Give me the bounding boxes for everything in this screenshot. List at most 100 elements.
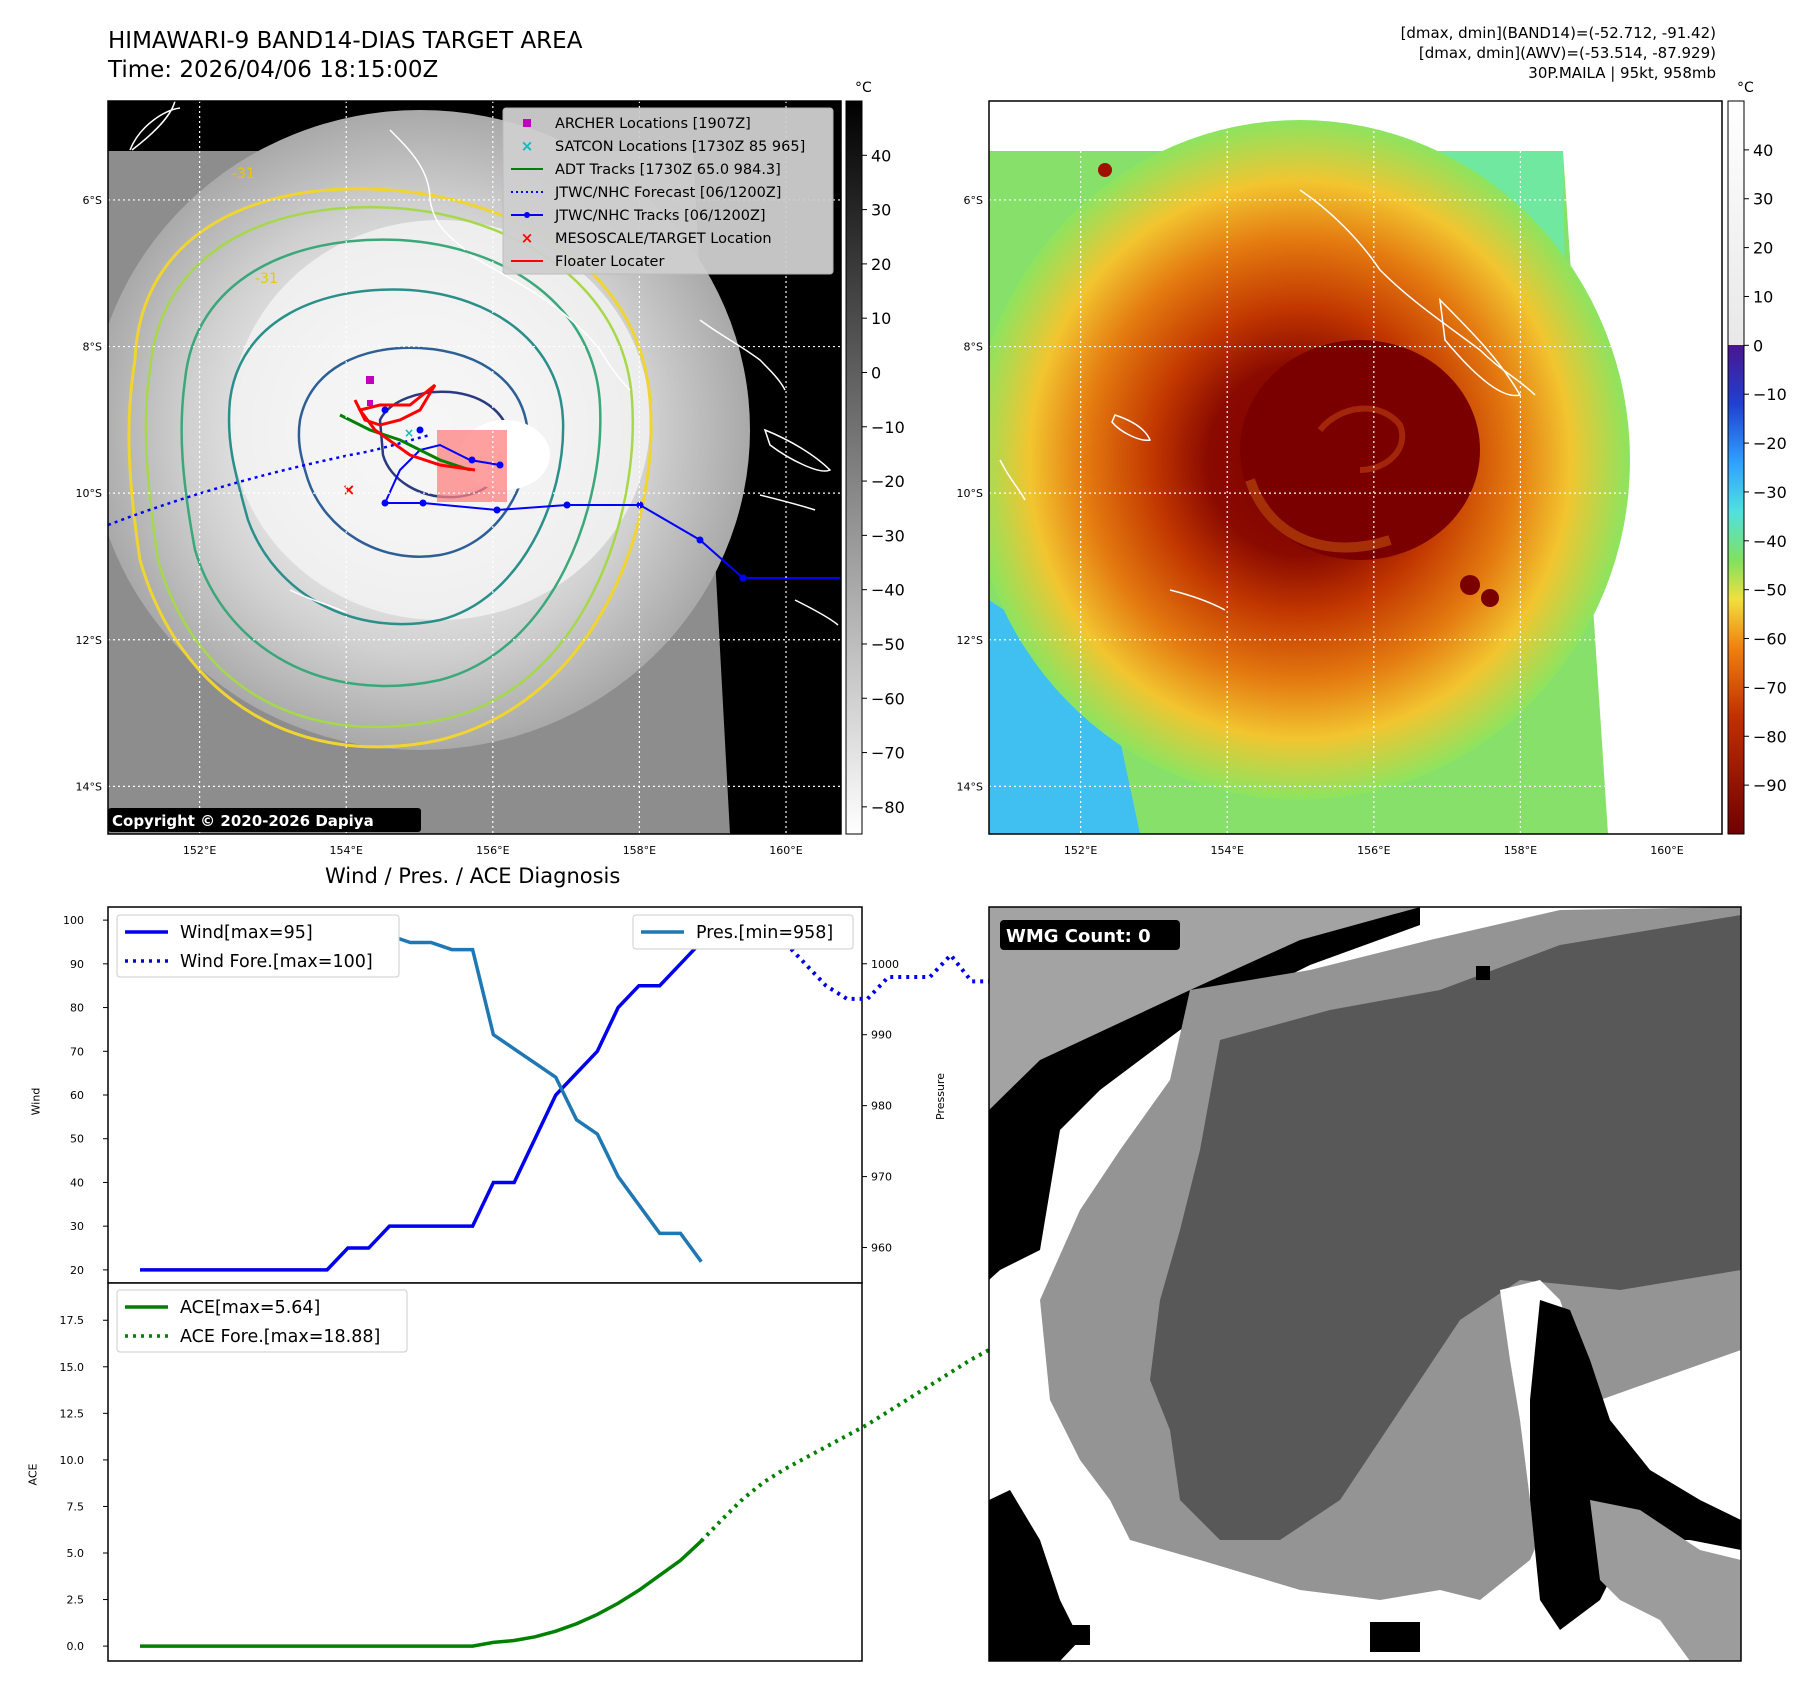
- colorbar-tick-label: 0: [1753, 336, 1763, 355]
- legend-label: JTWC/NHC Tracks [06/1200Z]: [554, 208, 766, 224]
- colorbar-tick-label: 0: [871, 363, 881, 382]
- pressure-legend-label: Pres.[min=958]: [696, 923, 833, 943]
- band14-map-frame: [107, 100, 842, 835]
- colorbar-tick-label: −50: [1753, 581, 1787, 600]
- svg-text:×: ×: [404, 426, 414, 440]
- ace-ytick-label: 17.5: [60, 1314, 85, 1327]
- lat-tick-label: 6°S: [964, 194, 983, 207]
- info-line2: [dmax, dmin](AWV)=(-53.514, -87.929): [1418, 44, 1716, 62]
- series-line-0: [140, 940, 703, 1272]
- colorbar-tick-label: −20: [1753, 434, 1787, 453]
- lon-tick-label: 156°E: [476, 844, 509, 857]
- legend-label: ADT Tracks [1730Z 65.0 984.3]: [555, 162, 781, 178]
- colorbar-tick-label: 10: [871, 309, 891, 328]
- colorbar-tick-label: −50: [871, 635, 905, 654]
- colorbar-tick-label: −20: [871, 472, 905, 491]
- lat-tick-label: 12°S: [76, 634, 102, 647]
- colorbar-tick-label: −70: [871, 744, 905, 763]
- pressure-ytick-label: 960: [871, 1242, 892, 1255]
- lon-tick-label: 152°E: [1064, 844, 1097, 857]
- ace-legend-label: ACE[max=5.64]: [180, 1298, 320, 1318]
- band14-colorbar-unit: °C: [855, 80, 872, 96]
- ace-ytick-label: 7.5: [67, 1500, 85, 1513]
- awv-colorbar-unit: °C: [1737, 80, 1754, 96]
- colorbar-tick-label: 20: [871, 255, 891, 274]
- colorbar-tick-label: −80: [1753, 727, 1787, 746]
- colorbar-tick-label: −40: [871, 581, 905, 600]
- awv-colorbar-lower: [1728, 345, 1744, 834]
- wmg-panel: [989, 907, 1741, 1661]
- ace-ytick-label: 0.0: [67, 1640, 85, 1653]
- pressure-ytick-label: 990: [871, 1029, 892, 1042]
- awv-colorbar-ticks: 40 30 20 10 0 −10 −20 −30 −40 −50 −60 −70 −80 −90: [1744, 141, 1787, 795]
- wmg-count-badge: [1000, 920, 1180, 950]
- lon-tick-label: 160°E: [769, 844, 802, 857]
- awv-colorbar-frame: [1727, 100, 1745, 835]
- wind-ytick-label: 60: [70, 1089, 84, 1102]
- map-legend: ARCHER Locations [1907Z] × SATCON Location…: [502, 107, 834, 275]
- lat-tick-label: 12°S: [957, 634, 983, 647]
- lat-tick-label: 6°S: [83, 194, 102, 207]
- colorbar-tick-label: 10: [1753, 287, 1773, 306]
- wind-ytick-label: 80: [70, 1002, 84, 1015]
- colorbar-tick-label: −30: [871, 526, 905, 545]
- lat-tick-label: 10°S: [957, 487, 983, 500]
- lat-tick-label: 8°S: [83, 341, 102, 354]
- lon-tick-label: 158°E: [1504, 844, 1537, 857]
- wind-ytick-label: 50: [70, 1133, 84, 1146]
- wind-ytick-label: 70: [70, 1045, 84, 1058]
- ace-series-line-0: [140, 1539, 703, 1648]
- wind-ytick-label: 30: [70, 1220, 84, 1233]
- lon-tick-label: 156°E: [1357, 844, 1390, 857]
- wind-legend-label: Wind[max=95]: [180, 923, 313, 943]
- chart-title: Wind / Pres. / ACE Diagnosis: [325, 864, 621, 888]
- lat-tick-label: 14°S: [957, 780, 983, 793]
- colorbar-tick-label: −30: [1753, 483, 1787, 502]
- wind-ytick-label: 20: [70, 1264, 84, 1277]
- colorbar-tick-label: −60: [1753, 630, 1787, 649]
- info-line3: 30P.MAILA | 95kt, 958mb: [1528, 64, 1716, 82]
- ace-legend-label: ACE Fore.[max=18.88]: [180, 1327, 380, 1347]
- band14-colorbar: [845, 100, 863, 835]
- pressure-ytick-label: 1000: [871, 958, 899, 971]
- awv-colorbar-upper: [1728, 101, 1744, 345]
- legend-label: Floater Locater: [555, 254, 664, 270]
- wind-axis-label: Wind: [29, 1087, 43, 1116]
- pressure-legend-box: [632, 914, 854, 950]
- ace-ytick-label: 2.5: [67, 1594, 85, 1607]
- pressure-axis-label: Pressure: [933, 1073, 947, 1120]
- wmg-panel-frame: [988, 906, 1742, 1662]
- awv-map-frame: [988, 100, 1723, 835]
- lon-tick-label: 154°E: [329, 844, 362, 857]
- colorbar-tick-label: 30: [871, 201, 891, 220]
- legend-dot-marker: [524, 212, 530, 218]
- colorbar-tick-label: −90: [1753, 776, 1787, 795]
- lon-tick-label: 152°E: [183, 844, 216, 857]
- info-line1: [dmax, dmin](BAND14)=(-52.712, -91.42): [1400, 24, 1716, 42]
- lon-tick-label: 158°E: [623, 844, 656, 857]
- svg-text:×: ×: [342, 480, 355, 499]
- colorbar-tick-label: −70: [1753, 678, 1787, 697]
- colorbar-tick-label: 20: [1753, 239, 1773, 258]
- copyright-text: Copyright © 2020-2026 Dapiya: [112, 812, 374, 830]
- colorbar-tick-label: 40: [1753, 141, 1773, 160]
- awv-tick-labels: 152°E 154°E 156°E 158°E 160°E 6°S 8°S 10°S 12°S 1…: [957, 194, 1684, 857]
- legend-label: JTWC/NHC Forecast [06/1200Z]: [554, 185, 781, 201]
- lon-tick-label: 154°E: [1210, 844, 1243, 857]
- wind-ytick-label: 40: [70, 1176, 84, 1189]
- ace-chart: 0.0 2.5 5.0 7.5 10.0 12.5 15.0 17.5 ACE[max=5.64…: [60, 1289, 1118, 1653]
- ace-ytick-label: 12.5: [60, 1407, 85, 1420]
- pressure-ytick-label: 970: [871, 1171, 892, 1184]
- lat-tick-label: 8°S: [964, 341, 983, 354]
- legend-x-marker: ×: [521, 137, 534, 155]
- figure-title-line1: HIMAWARI-9 BAND14-DIAS TARGET AREA: [108, 28, 583, 54]
- legend-label: SATCON Locations [1730Z 85 965]: [555, 139, 805, 155]
- wind-chart: 20 30 40 50 60 70 80 90 100 960 970 980 990 1000 Wind[…: [63, 914, 1118, 1277]
- series-line-1: [700, 917, 1118, 1014]
- lat-tick-label: 14°S: [76, 780, 102, 793]
- colorbar-tick-label: 40: [871, 146, 891, 165]
- awv-gridlines: [989, 101, 1722, 834]
- legend-square-marker: [523, 119, 531, 127]
- ace-ytick-label: 10.0: [60, 1454, 85, 1467]
